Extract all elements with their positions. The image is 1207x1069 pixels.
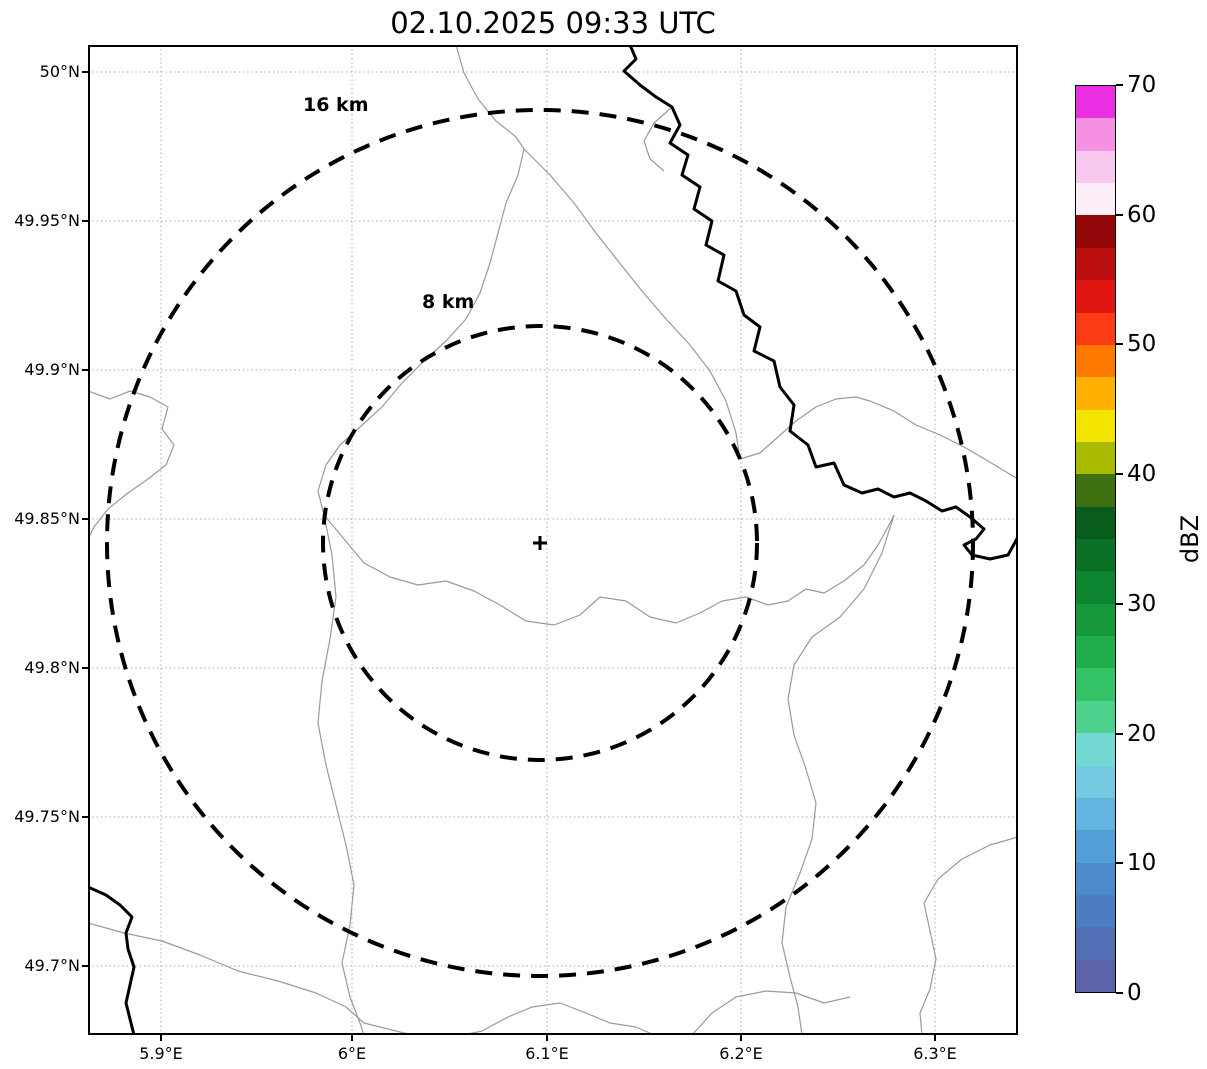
colorbar-segment bbox=[1076, 118, 1115, 151]
y-axis-tick-label: 50°N bbox=[39, 62, 80, 81]
radar-center-marker bbox=[533, 536, 547, 550]
colorbar-tick-mark bbox=[1116, 473, 1123, 476]
colorbar-tick-mark bbox=[1116, 213, 1123, 216]
colorbar-tick-label: 30 bbox=[1127, 590, 1157, 617]
colorbar-segment bbox=[1076, 603, 1115, 637]
y-axis-tick-mark bbox=[82, 518, 88, 520]
colorbar-tick-label: 50 bbox=[1127, 331, 1157, 358]
x-axis-tick-mark bbox=[740, 1035, 742, 1041]
colorbar-tick-label: 40 bbox=[1127, 461, 1157, 488]
y-axis-tick-label: 49.9°N bbox=[24, 360, 80, 379]
y-axis-tick-label: 49.8°N bbox=[24, 658, 80, 677]
map-canvas bbox=[88, 45, 1018, 1035]
y-axis-tick-mark bbox=[82, 667, 88, 669]
river-lines bbox=[88, 45, 1018, 1035]
colorbar-segment bbox=[1076, 894, 1115, 928]
colorbar-segment bbox=[1076, 959, 1115, 993]
x-axis-tick-mark bbox=[934, 1035, 936, 1041]
y-axis-tick-label: 49.95°N bbox=[14, 211, 80, 230]
x-axis-tick-label: 6.1°E bbox=[525, 1044, 569, 1063]
colorbar-segment bbox=[1076, 183, 1115, 216]
colorbar-tick-mark bbox=[1116, 732, 1123, 735]
colorbar-segment bbox=[1076, 344, 1115, 378]
colorbar-segment bbox=[1076, 86, 1115, 119]
colorbar-segment bbox=[1076, 409, 1115, 442]
x-axis-tick-label: 6.3°E bbox=[913, 1044, 957, 1063]
colorbar-segment bbox=[1076, 700, 1115, 734]
colorbar-tick-label: 70 bbox=[1127, 72, 1157, 98]
colorbar-segment bbox=[1076, 797, 1115, 831]
x-axis-tick-label: 5.9°E bbox=[139, 1044, 183, 1063]
colorbar-tick-label: 20 bbox=[1127, 720, 1157, 747]
range-ring-label-16km: 16 km bbox=[303, 94, 369, 116]
colorbar-segment bbox=[1076, 571, 1115, 604]
colorbar-segment bbox=[1076, 150, 1115, 184]
colorbar-segment bbox=[1076, 377, 1115, 410]
y-axis-tick-label: 49.7°N bbox=[24, 956, 80, 975]
y-axis-tick-mark bbox=[82, 369, 88, 371]
x-axis-tick-label: 6.2°E bbox=[719, 1044, 763, 1063]
colorbar-segment bbox=[1076, 765, 1115, 798]
x-axis-tick-mark bbox=[351, 1035, 353, 1041]
plot-title: 02.10.2025 09:33 UTC bbox=[390, 6, 716, 40]
colorbar-segment bbox=[1076, 441, 1115, 475]
colorbar-segment bbox=[1076, 280, 1115, 313]
colorbar-label: dBZ bbox=[1175, 514, 1204, 564]
y-axis-tick-label: 49.85°N bbox=[14, 509, 80, 528]
y-axis-tick-mark bbox=[82, 220, 88, 222]
colorbar-segment bbox=[1076, 830, 1115, 863]
colorbar-segment bbox=[1076, 312, 1115, 345]
colorbar-tick-mark bbox=[1116, 602, 1123, 605]
map-plot bbox=[88, 45, 1018, 1035]
colorbar-segment bbox=[1076, 668, 1115, 701]
colorbar-segment bbox=[1076, 215, 1115, 248]
colorbar-label-wrap: dBZ bbox=[1158, 454, 1207, 624]
colorbar-tick-label: 0 bbox=[1127, 980, 1142, 1006]
y-axis-tick-mark bbox=[82, 71, 88, 73]
colorbar-tick-mark bbox=[1116, 343, 1123, 346]
y-axis-tick-mark bbox=[82, 816, 88, 818]
colorbar-segment bbox=[1076, 474, 1115, 507]
grid-lines bbox=[88, 45, 1018, 1035]
x-axis-tick-label: 6°E bbox=[337, 1044, 367, 1063]
colorbar-segment bbox=[1076, 247, 1115, 281]
range-ring-8km bbox=[321, 324, 759, 762]
x-axis-tick-mark bbox=[160, 1035, 162, 1041]
colorbar-segment bbox=[1076, 927, 1115, 960]
y-axis-tick-mark bbox=[82, 965, 88, 967]
colorbar bbox=[1075, 85, 1116, 993]
colorbar-segment bbox=[1076, 636, 1115, 669]
colorbar-segment bbox=[1076, 539, 1115, 572]
range-ring-label-8km: 8 km bbox=[422, 291, 475, 313]
colorbar-tick-mark bbox=[1116, 992, 1123, 994]
y-axis-tick-label: 49.75°N bbox=[14, 807, 80, 826]
colorbar-tick-mark bbox=[1116, 862, 1123, 865]
admin-boundaries bbox=[88, 45, 1018, 1035]
river-line-southwest bbox=[88, 885, 136, 1035]
colorbar-tick-mark bbox=[1116, 84, 1123, 86]
colorbar-segment bbox=[1076, 506, 1115, 540]
colorbar-segment bbox=[1076, 862, 1115, 895]
colorbar-segment bbox=[1076, 733, 1115, 766]
colorbar-tick-label: 60 bbox=[1127, 201, 1157, 228]
river-line bbox=[622, 45, 1018, 561]
x-axis-tick-mark bbox=[546, 1035, 548, 1041]
plot-border bbox=[88, 45, 1018, 1035]
range-ring-16km bbox=[105, 108, 975, 978]
colorbar-tick-label: 10 bbox=[1127, 850, 1157, 877]
